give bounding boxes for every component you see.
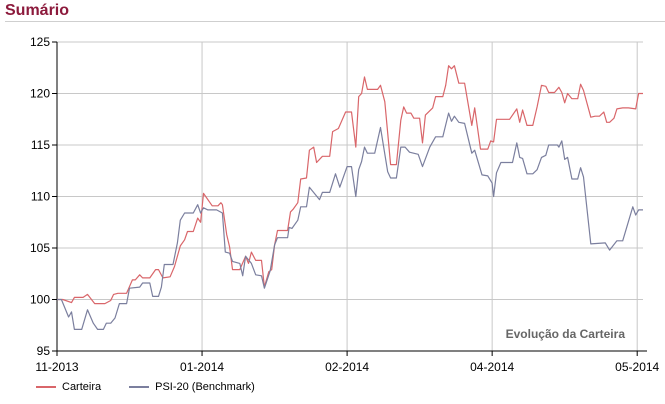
legend-item-psi20[interactable]: PSI-20 (Benchmark) [129,381,255,393]
legend-item-carteira[interactable]: Carteira [36,381,101,393]
y-tick-label: 125 [30,35,50,49]
legend-label: PSI-20 (Benchmark) [155,381,255,393]
x-tick-label: 04-2014 [470,360,514,374]
y-tick-label: 95 [37,344,51,358]
y-tick-label: 110 [31,190,50,204]
x-tick-label: 05-2014 [615,360,659,374]
series-line-psi20 [57,112,643,330]
x-tick-label: 02-2014 [325,360,369,374]
y-tick-label: 115 [31,138,50,152]
legend-swatch-carteira [36,386,56,388]
legend-swatch-psi20 [129,386,150,388]
chart-annotation: Evolução da Carteira [506,327,626,341]
y-tick-label: 100 [30,293,50,307]
legend-label: Carteira [62,381,102,393]
y-tick-label: 120 [30,87,50,101]
x-tick-label: 01-2014 [180,360,224,374]
series-line-carteira [57,65,643,305]
title-divider [5,21,665,22]
y-tick-label: 105 [30,241,50,255]
chart-legend: Carteira PSI-20 (Benchmark) [36,381,255,393]
page-title: Sumário [5,2,70,19]
x-tick-label: 11-2013 [35,360,78,374]
